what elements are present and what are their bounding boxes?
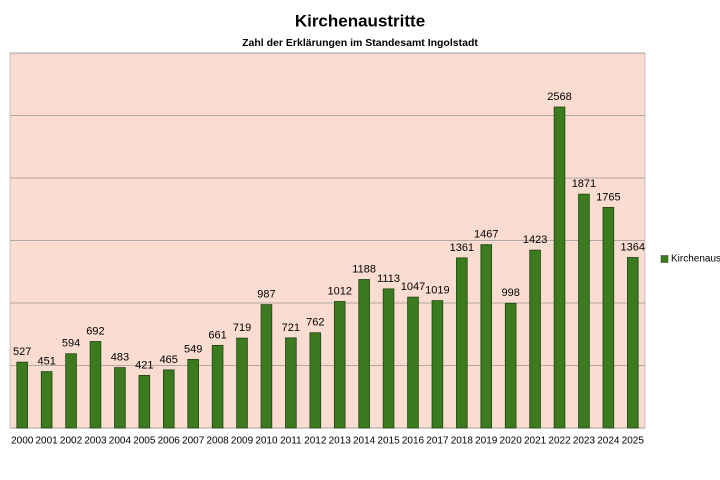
bar: [89, 341, 102, 429]
data-label: 1012: [327, 285, 351, 297]
bar: [627, 257, 639, 429]
data-label: 1765: [596, 191, 620, 203]
x-tick-label: 2022: [548, 436, 571, 447]
bar: [407, 296, 419, 429]
x-tick-label: 2025: [622, 436, 645, 447]
bar: [456, 257, 468, 429]
bar: [578, 193, 590, 429]
bar: [187, 358, 199, 429]
x-tick-label: 2005: [133, 436, 156, 447]
x-tick-label: 2013: [329, 436, 352, 447]
data-label: 1113: [377, 273, 400, 285]
x-tick-label: 2020: [500, 436, 523, 447]
x-tick-label: 2007: [182, 436, 205, 447]
bar: [260, 304, 273, 429]
chart-title: Kirchenaustritte: [295, 11, 425, 30]
x-tick-label: 2018: [451, 436, 474, 447]
data-label: 421: [135, 359, 153, 371]
x-tick-label: 2006: [158, 436, 181, 447]
x-tick-label: 2012: [304, 436, 327, 447]
bar: [65, 353, 77, 429]
legend-swatch: [660, 255, 669, 263]
data-label: 483: [111, 352, 129, 364]
x-tick-label: 2004: [109, 436, 132, 447]
bar: [162, 369, 175, 429]
bar: [480, 244, 493, 429]
data-label: 1361: [450, 242, 474, 254]
x-tick-label: 2000: [11, 436, 34, 447]
bar: [358, 279, 370, 429]
x-tick-label: 2015: [377, 436, 400, 447]
chart-subtitle: Zahl der Erklärungen im Standesamt Ingol…: [242, 37, 478, 49]
data-label: 692: [86, 325, 104, 337]
bar: [602, 206, 615, 429]
data-label: 465: [160, 354, 178, 366]
bar: [309, 332, 322, 429]
bar: [138, 374, 151, 429]
data-label: 1047: [401, 281, 425, 293]
bar: [114, 367, 126, 429]
x-tick-label: 2010: [255, 436, 278, 447]
x-tick-label: 2024: [597, 436, 620, 447]
data-label: 661: [208, 329, 226, 341]
data-label: 2568: [547, 91, 571, 103]
bar: [285, 337, 297, 429]
data-label: 987: [257, 289, 275, 301]
data-label: 1423: [523, 234, 547, 246]
data-label: 1467: [474, 229, 498, 241]
bar: [211, 344, 224, 429]
data-label: 1019: [425, 285, 449, 297]
x-tick-label: 2001: [36, 436, 59, 447]
bar: [431, 300, 444, 429]
x-tick-label: 2014: [353, 436, 376, 447]
x-tick-label: 2017: [426, 436, 449, 447]
data-label: 451: [37, 356, 55, 368]
data-label: 1188: [352, 263, 376, 275]
x-tick-label: 2002: [60, 436, 83, 447]
x-tick-label: 2023: [573, 436, 596, 447]
x-tick-label: 2009: [231, 436, 254, 447]
x-tick-label: 2021: [524, 436, 547, 447]
data-label: 1871: [572, 178, 596, 190]
bar: [16, 361, 28, 429]
data-label: 527: [13, 346, 31, 358]
data-label: 594: [62, 338, 80, 350]
bar: [40, 371, 53, 429]
x-tick-label: 2003: [84, 436, 107, 447]
data-label: 549: [184, 343, 202, 355]
data-label: 721: [282, 322, 300, 334]
data-label: 762: [306, 317, 324, 329]
bar: [504, 302, 517, 429]
x-tick-label: 2011: [280, 436, 302, 447]
legend-label: Kirchenaustritte: [671, 254, 720, 265]
data-label: 719: [233, 322, 251, 334]
bar: [382, 288, 395, 429]
bar: [236, 337, 248, 429]
bar: [529, 249, 541, 429]
x-tick-label: 2016: [402, 436, 425, 447]
data-label: 1364: [621, 241, 645, 253]
x-tick-label: 2019: [475, 436, 498, 447]
bar: [333, 301, 346, 429]
x-tick-label: 2008: [206, 436, 229, 447]
data-label: 998: [501, 287, 519, 299]
bar: [553, 106, 566, 429]
